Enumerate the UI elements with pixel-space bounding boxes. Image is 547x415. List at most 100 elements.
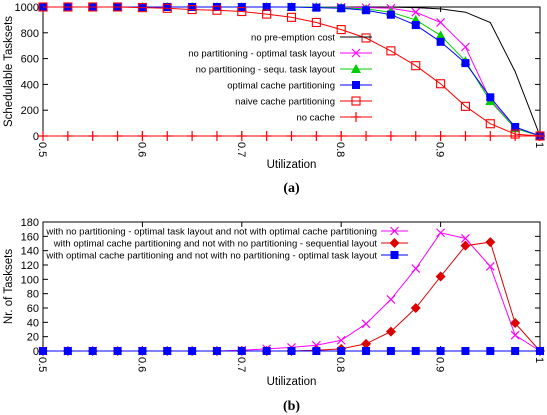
- data-point: [510, 318, 521, 329]
- y-tick-label: 100: [21, 274, 39, 286]
- data-point: [411, 7, 421, 17]
- data-point: [460, 131, 471, 141]
- y-tick-label: 40: [27, 317, 39, 329]
- data-point: [87, 131, 98, 141]
- data-point: [435, 30, 446, 40]
- x-tick-label: 0.9: [434, 142, 446, 157]
- data-point: [236, 131, 247, 141]
- chart-a: 0 200 400 600 800 1000 0.5 0.6 0.7 0.8 0.9 1 Utiliza…: [3, 2, 545, 196]
- figure-caption: (a): [283, 181, 300, 196]
- y-tick-label: 140: [21, 246, 39, 258]
- data-point: [138, 347, 147, 355]
- data-point: [410, 131, 421, 141]
- legend-label: with optimal cache partitioning and not …: [45, 251, 377, 262]
- y-tick-label: 0: [33, 346, 39, 358]
- data-point: [511, 347, 520, 355]
- data-point: [336, 131, 347, 141]
- data-point: [411, 347, 420, 355]
- data-point: [62, 131, 73, 141]
- data-point: [287, 347, 296, 355]
- x-tick-label: 0.8: [334, 142, 346, 157]
- y-tick-label: 800: [21, 28, 39, 40]
- data-point: [386, 10, 395, 19]
- data-point: [510, 330, 520, 340]
- data-point: [88, 2, 98, 12]
- y-tick-label: 200: [21, 105, 39, 117]
- data-point: [336, 335, 346, 345]
- y-tick-label: 60: [27, 303, 39, 315]
- data-point: [212, 347, 221, 355]
- data-point: [312, 3, 321, 12]
- y-tick-label: 80: [27, 289, 39, 301]
- data-point: [113, 2, 123, 12]
- data-point: [362, 6, 371, 15]
- legend-marker: [351, 48, 361, 58]
- y-tick-label: 600: [21, 54, 39, 66]
- y-tick-label: 180: [21, 217, 39, 229]
- data-point: [262, 3, 271, 11]
- data-point: [461, 234, 470, 243]
- legend: with no partitioning - optimal task layo…: [45, 227, 408, 262]
- data-point: [188, 3, 197, 11]
- data-point: [386, 294, 396, 304]
- figure-caption: (b): [283, 399, 300, 414]
- data-point: [436, 18, 446, 27]
- data-point: [510, 131, 521, 141]
- data-point: [361, 338, 372, 349]
- data-point: [212, 5, 222, 15]
- legend-label: no pre-emption cost: [251, 33, 335, 44]
- x-tick-label: 0.6: [135, 357, 147, 372]
- legend-label: naive cache partitioning: [235, 97, 335, 108]
- data-point: [485, 131, 496, 141]
- y-tick-label: 1000: [15, 2, 39, 14]
- x-tick-label: 1: [533, 142, 545, 148]
- y-axis-label: Nr. of Tasksets: [3, 249, 15, 324]
- x-tick-label: 0.5: [36, 357, 48, 372]
- legend-label: no partitioning - optimal task layout: [188, 49, 335, 60]
- legend-marker: [390, 226, 399, 236]
- data-point: [312, 347, 321, 355]
- data-point: [311, 131, 322, 141]
- data-point: [461, 59, 470, 68]
- data-point: [362, 347, 371, 355]
- x-tick-label: 0.6: [135, 142, 147, 157]
- data-point: [460, 101, 471, 111]
- data-point: [63, 347, 72, 355]
- data-point: [237, 347, 246, 355]
- data-point: [385, 326, 396, 337]
- data-point: [162, 3, 172, 13]
- data-point: [411, 264, 421, 274]
- data-point: [337, 347, 346, 355]
- series-line: [43, 6, 541, 137]
- data-point: [486, 93, 495, 102]
- legend-label: with optimal cache partitioning and not …: [53, 239, 378, 250]
- series-6: [38, 131, 545, 141]
- data-point: [187, 5, 197, 15]
- chart-b: 0 20 40 60 80 100 120 140 160 180 0.5 0.6 0.7 0.8 0.9 1…: [3, 217, 545, 414]
- data-point: [286, 12, 297, 22]
- data-point: [113, 347, 122, 355]
- data-point: [337, 4, 346, 13]
- data-point: [38, 131, 48, 141]
- data-point: [261, 131, 272, 141]
- data-point: [386, 46, 396, 56]
- data-point: [536, 347, 544, 355]
- data-point: [435, 131, 446, 141]
- data-point: [386, 347, 395, 355]
- legend-marker: [390, 251, 399, 259]
- data-point: [163, 3, 172, 11]
- legend-label: no cache: [296, 113, 335, 124]
- data-point: [485, 237, 496, 248]
- data-point: [88, 347, 97, 355]
- data-point: [212, 3, 221, 11]
- x-tick-label: 0.8: [334, 357, 346, 372]
- data-point: [63, 2, 73, 12]
- x-tick-label: 0.5: [36, 142, 48, 157]
- data-point: [485, 262, 495, 271]
- legend-marker: [351, 64, 361, 73]
- data-point: [262, 347, 271, 355]
- x-tick-label: 0.9: [434, 357, 446, 372]
- data-point: [486, 347, 495, 355]
- series-3: [39, 347, 544, 355]
